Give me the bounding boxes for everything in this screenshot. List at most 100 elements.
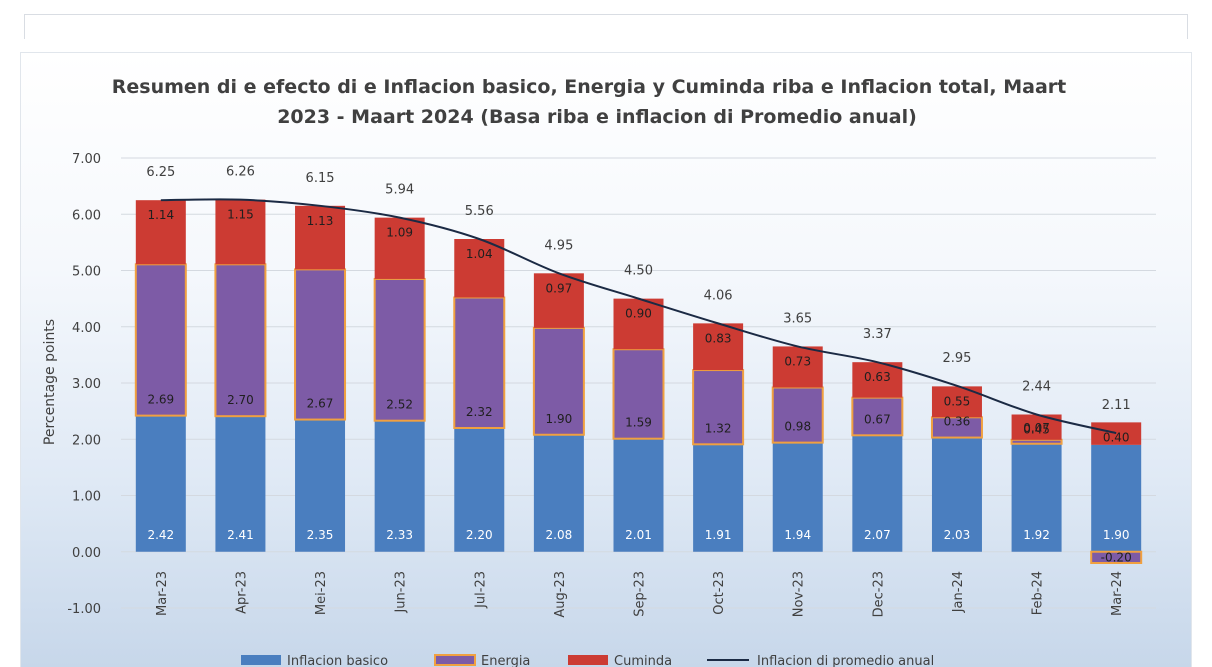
bar-inflacion-basico xyxy=(613,438,664,552)
bar-cuminda xyxy=(215,199,266,265)
bar-inflacion-basico xyxy=(772,442,823,552)
data-label-cuminda: 0.90 xyxy=(625,307,652,321)
data-label-inflacion-basico: 2.42 xyxy=(147,528,174,542)
bar-energia xyxy=(1090,550,1143,564)
data-label-cuminda: 0.63 xyxy=(864,370,891,384)
bar-cuminda xyxy=(1091,422,1142,445)
data-label-cuminda: 0.83 xyxy=(705,331,732,345)
data-label-energia: 1.59 xyxy=(625,416,652,430)
legend-label: Energia xyxy=(481,654,530,667)
bar-cuminda xyxy=(454,239,505,298)
legend-label: Inflacion basico xyxy=(287,654,388,667)
data-label-energia: 0.07 xyxy=(1023,421,1050,435)
legend: Inflacion basico Energia Cuminda Inflacion … xyxy=(241,654,934,667)
bar-inflacion-basico xyxy=(295,419,346,552)
data-label-inflacion-di-promedio-anual: 4.06 xyxy=(704,288,733,303)
x-tick-label: Jan-24 xyxy=(951,571,966,613)
x-tick-label: Apr-23 xyxy=(234,571,249,614)
bar-energia xyxy=(453,296,506,429)
bar-cuminda xyxy=(852,362,903,398)
legend-label: Cuminda xyxy=(614,654,672,667)
bar-inflacion-basico xyxy=(533,434,584,552)
legend-swatch xyxy=(568,655,608,665)
bar-cuminda xyxy=(533,273,584,328)
data-label-inflacion-di-promedio-anual: 4.95 xyxy=(544,238,573,253)
chart-panel: Resumen di e efecto di e Inflacion basic… xyxy=(20,52,1192,667)
data-label-energia: 1.90 xyxy=(546,412,573,426)
bar-cuminda xyxy=(613,298,664,350)
data-label-energia: 2.69 xyxy=(147,393,174,407)
bar-energia xyxy=(771,386,824,444)
bar-cuminda xyxy=(374,217,425,279)
data-label-energia: 0.98 xyxy=(784,420,811,434)
y-tick-label: 7.00 xyxy=(72,152,101,167)
data-label-inflacion-di-promedio-anual: 5.56 xyxy=(465,204,494,219)
data-label-inflacion-di-promedio-anual: 4.50 xyxy=(624,264,653,279)
line-inflacion-di-promedio-anual xyxy=(160,198,1117,435)
data-label-energia: 2.52 xyxy=(386,398,413,412)
bar-cuminda xyxy=(693,323,744,371)
y-tick-label: 6.00 xyxy=(72,208,101,223)
data-label-cuminda: 1.09 xyxy=(386,226,413,240)
x-tick-label: Mar-24 xyxy=(1110,571,1125,616)
x-tick-label: Nov-23 xyxy=(792,571,807,617)
bar-cuminda xyxy=(772,346,823,388)
bar-cuminda xyxy=(295,205,346,270)
data-label-inflacion-di-promedio-anual: 2.44 xyxy=(1022,380,1051,395)
data-label-cuminda: 0.45 xyxy=(1023,423,1050,437)
bar-inflacion-basico xyxy=(215,416,266,552)
bar-cuminda xyxy=(135,200,186,265)
legend-swatch xyxy=(434,654,476,666)
data-label-inflacion-basico: 1.94 xyxy=(784,528,811,542)
data-label-energia: 2.67 xyxy=(307,397,334,411)
data-label-inflacion-basico: 1.91 xyxy=(705,528,732,542)
bar-inflacion-basico xyxy=(852,435,903,552)
bar-inflacion-basico xyxy=(135,415,186,552)
data-label-energia: 0.36 xyxy=(944,415,971,429)
y-tick-label: 5.00 xyxy=(72,265,101,280)
chart-title-line-2: 2023 - Maart 2024 (Basa riba e inflacion… xyxy=(277,106,917,128)
data-label-energia: 1.32 xyxy=(705,421,732,435)
legend-item-energia: Energia xyxy=(434,654,530,667)
bar-energia xyxy=(532,326,585,436)
data-label-inflacion-di-promedio-anual: 2.11 xyxy=(1102,398,1131,413)
legend-label: Inflacion di promedio anual xyxy=(757,654,934,667)
data-label-cuminda: 0.40 xyxy=(1103,430,1130,444)
data-label-inflacion-basico: 2.03 xyxy=(944,528,971,542)
bar-inflacion-basico xyxy=(1011,443,1062,552)
data-label-inflacion-basico: 2.33 xyxy=(386,528,413,542)
chart-title-line-1: Resumen di e efecto di e Inflacion basic… xyxy=(112,76,1066,98)
data-label-energia: 2.32 xyxy=(466,405,493,419)
x-tick-label: Jun-23 xyxy=(394,571,409,614)
bar-energia xyxy=(692,369,745,446)
data-label-cuminda: 1.15 xyxy=(227,208,254,222)
data-label-inflacion-di-promedio-anual: 6.15 xyxy=(306,171,335,186)
data-label-inflacion-basico: 2.41 xyxy=(227,528,254,542)
y-tick-label: -1.00 xyxy=(67,602,101,617)
legend-item-inflacion-basico: Inflacion basico xyxy=(241,654,388,667)
bar-inflacion-basico xyxy=(693,444,744,552)
x-tick-label: Mei-23 xyxy=(314,571,329,615)
x-tick-label: Sep-23 xyxy=(633,571,648,617)
bar-energia xyxy=(1010,438,1063,445)
y-axis-label: Percentage points xyxy=(42,319,58,445)
legend-item-cuminda: Cuminda xyxy=(568,654,672,667)
data-label-inflacion-di-promedio-anual: 6.25 xyxy=(146,165,175,180)
x-axis-ticks: Mar-23 Apr-23 Mei-23 Jun-23 Jul-23 Aug-23 Sep-… xyxy=(155,571,1125,618)
data-label-energia: 0.67 xyxy=(864,412,891,426)
x-tick-label: Dec-23 xyxy=(871,571,886,617)
data-label-energia: -0.20 xyxy=(1101,550,1132,564)
data-labels: 2.42 2.69 1.14 2.41 2.70 1.15 2.35 2.67 1.13 2.33… xyxy=(146,165,1131,565)
data-label-inflacion-basico: 1.90 xyxy=(1103,528,1130,542)
bar-inflacion-basico xyxy=(931,437,982,552)
data-label-inflacion-basico: 2.07 xyxy=(864,528,891,542)
legend-item-inflacion-di-promedio-anual: Inflacion di promedio anual xyxy=(707,654,934,667)
data-label-inflacion-basico: 1.92 xyxy=(1023,528,1050,542)
data-label-inflacion-basico: 2.20 xyxy=(466,528,493,542)
bar-energia xyxy=(134,263,187,417)
data-label-cuminda: 0.73 xyxy=(784,354,811,368)
data-label-inflacion-di-promedio-anual: 3.65 xyxy=(783,311,812,326)
y-axis-ticks: -1.00 0.00 1.00 2.00 3.00 4.00 5.00 6.00 7.00 xyxy=(67,152,101,617)
data-label-inflacion-di-promedio-anual: 6.26 xyxy=(226,165,255,180)
x-tick-label: Oct-23 xyxy=(712,571,727,615)
